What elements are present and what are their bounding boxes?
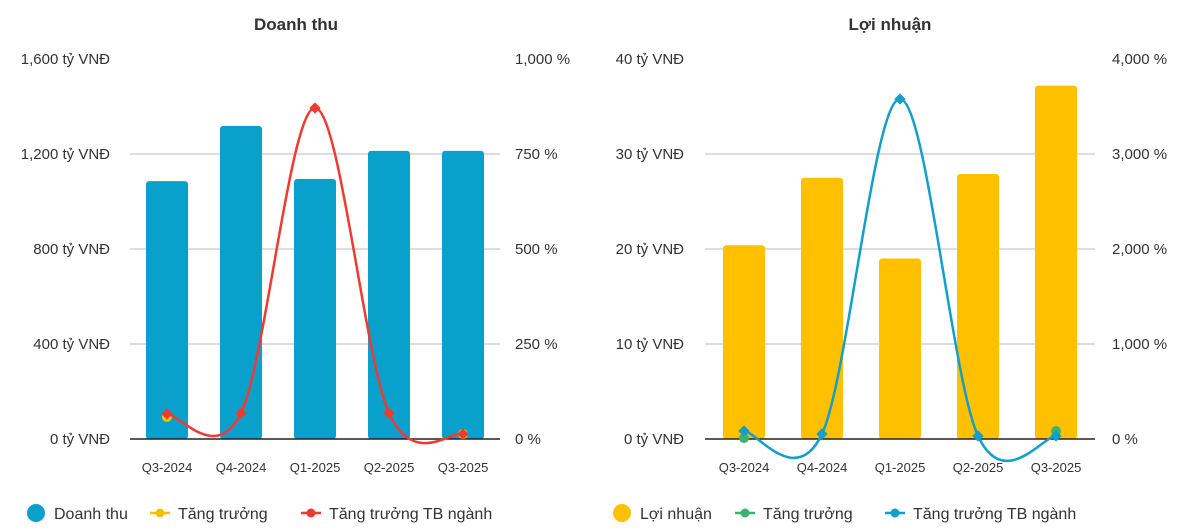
- left-tick-label: 1,600 tỷ VNĐ: [21, 51, 110, 68]
- line-point[interactable]: [1050, 430, 1062, 442]
- left-tick-label: 0 tỷ VNĐ: [624, 431, 684, 448]
- legend-marker-dot: [306, 508, 316, 518]
- bar[interactable]: [294, 178, 336, 439]
- left-tick-label: 800 tỷ VNĐ: [33, 241, 110, 258]
- bar[interactable]: [442, 150, 484, 439]
- right-tick-label: 500 %: [515, 241, 558, 258]
- left-tick-label: 400 tỷ VNĐ: [33, 336, 110, 353]
- right-tick-label: 750 %: [515, 146, 558, 163]
- right-tick-label: 2,000 %: [1112, 241, 1167, 258]
- x-tick-label: Q2-2025: [364, 460, 415, 475]
- growth-point[interactable]: [739, 433, 749, 444]
- right-tick-label: 0 %: [1112, 431, 1138, 448]
- bar[interactable]: [146, 181, 188, 439]
- legend-label: Tăng trưởng: [763, 506, 853, 523]
- legend-item[interactable]: Doanh thu: [27, 504, 128, 523]
- left-tick-label: 30 tỷ VNĐ: [616, 146, 685, 163]
- line-point[interactable]: [457, 428, 469, 440]
- bar[interactable]: [723, 245, 765, 439]
- x-tick-label: Q4-2024: [797, 460, 848, 475]
- legend-item[interactable]: Tăng trưởng: [735, 506, 853, 523]
- x-tick-label: Q3-2024: [719, 460, 770, 475]
- right-tick-label: 1,000 %: [515, 51, 570, 68]
- line-point[interactable]: [816, 428, 828, 440]
- x-tick-label: Q1-2025: [290, 460, 341, 475]
- legend-label: Doanh thu: [54, 506, 128, 523]
- left-tick-label: 1,200 tỷ VNĐ: [21, 146, 110, 163]
- chart-panel-1: Lợi nhuận 0 tỷ VNĐ 0 % 10 tỷ VNĐ 1,000 % 20 t…: [613, 15, 1167, 523]
- left-tick-label: 10 tỷ VNĐ: [616, 336, 685, 353]
- left-tick-label: 0 tỷ VNĐ: [50, 431, 110, 448]
- left-tick-label: 40 tỷ VNĐ: [616, 51, 685, 68]
- line-point[interactable]: [383, 407, 395, 419]
- legend-marker: [613, 504, 631, 522]
- right-tick-label: 250 %: [515, 336, 558, 353]
- x-tick-label: Q3-2025: [438, 460, 489, 475]
- bar[interactable]: [220, 125, 262, 439]
- chart-title: Doanh thu: [254, 15, 338, 34]
- line-point[interactable]: [972, 430, 984, 442]
- legend-item[interactable]: Tăng trưởng TB ngành: [301, 506, 492, 523]
- right-tick-label: 4,000 %: [1112, 51, 1167, 68]
- right-tick-label: 1,000 %: [1112, 336, 1167, 353]
- right-tick-label: 3,000 %: [1112, 146, 1167, 163]
- x-tick-label: Q3-2025: [1031, 460, 1082, 475]
- bar[interactable]: [1035, 85, 1077, 439]
- left-tick-label: 20 tỷ VNĐ: [616, 241, 685, 258]
- line-point[interactable]: [309, 102, 321, 114]
- line-point[interactable]: [235, 407, 247, 419]
- x-tick-label: Q1-2025: [875, 460, 926, 475]
- legend-marker-dot: [155, 508, 165, 518]
- line-point[interactable]: [894, 93, 906, 105]
- bar[interactable]: [957, 173, 999, 439]
- legend-label: Lợi nhuận: [640, 506, 712, 523]
- legend-item[interactable]: Tăng trưởng TB ngành: [885, 506, 1076, 523]
- line-point[interactable]: [161, 408, 173, 420]
- legend-marker-dot: [890, 508, 900, 518]
- line-point[interactable]: [738, 425, 750, 437]
- legend-item[interactable]: Lợi nhuận: [613, 504, 712, 523]
- bar[interactable]: [879, 258, 921, 440]
- legend-label: Tăng trưởng: [178, 506, 268, 523]
- chart-title: Lợi nhuận: [849, 15, 932, 34]
- legend-label: Tăng trưởng TB ngành: [329, 506, 492, 523]
- x-tick-label: Q2-2025: [953, 460, 1004, 475]
- bar[interactable]: [368, 150, 410, 439]
- chart-panel-0: Doanh thu 0 tỷ VNĐ 0 % 400 tỷ VNĐ 250 % 800 t…: [21, 15, 570, 523]
- legend-marker: [27, 504, 45, 522]
- right-tick-label: 0 %: [515, 431, 541, 448]
- x-tick-label: Q4-2024: [216, 460, 267, 475]
- legend-marker-dot: [740, 508, 750, 518]
- bar[interactable]: [801, 177, 843, 439]
- x-tick-label: Q3-2024: [142, 460, 193, 475]
- legend-item[interactable]: Tăng trưởng: [150, 506, 268, 523]
- legend-label: Tăng trưởng TB ngành: [913, 506, 1076, 523]
